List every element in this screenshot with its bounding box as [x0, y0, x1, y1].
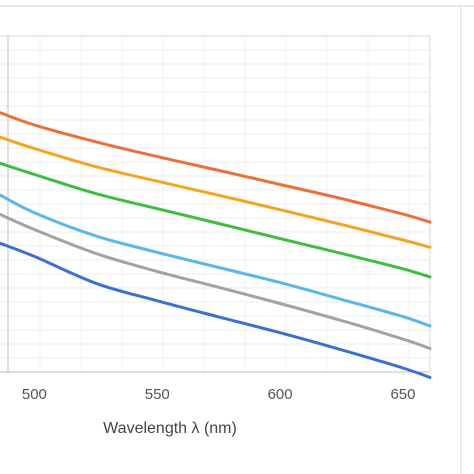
- x-tick-label: 600: [268, 386, 293, 403]
- series-layer: [0, 111, 432, 379]
- series-line-4: [0, 193, 432, 328]
- x-axis-title: Wavelength λ (nm): [103, 420, 237, 437]
- series-line-2: [0, 135, 432, 249]
- series-line-1: [0, 111, 432, 224]
- series-line-6: [0, 241, 432, 379]
- x-tick-label: 550: [145, 386, 170, 403]
- x-tick-label: 650: [390, 386, 415, 403]
- series-line-3: [0, 161, 432, 279]
- series-line-5: [0, 212, 432, 350]
- plot-area-frame: [0, 5, 474, 474]
- x-tick-label: 500: [22, 386, 47, 403]
- x-axis-tick-labels: 500 550 600 650: [22, 386, 416, 403]
